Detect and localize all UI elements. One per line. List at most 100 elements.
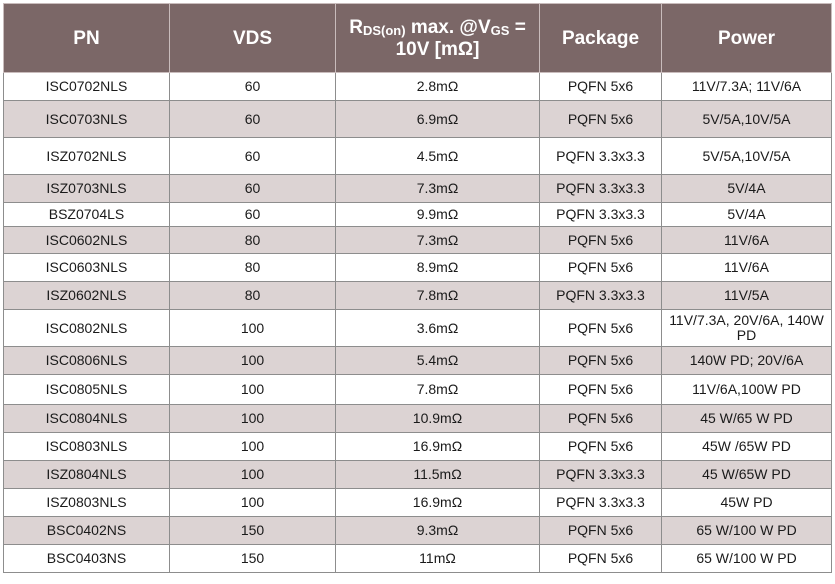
cell-power: 45 W/65W PD — [661, 460, 832, 489]
header-vds: VDS — [169, 3, 336, 73]
cell-pn: ISC0602NLS — [3, 226, 170, 254]
cell-rds: 6.9mΩ — [335, 100, 540, 138]
cell-rds: 7.8mΩ — [335, 281, 540, 310]
cell-rds: 7.3mΩ — [335, 174, 540, 203]
cell-power: 11V/6A — [661, 253, 832, 282]
cell-rds: 11mΩ — [335, 544, 540, 573]
cell-power: 65 W/100 W PD — [661, 544, 832, 573]
header-pn: PN — [3, 3, 170, 73]
cell-rds: 4.5mΩ — [335, 137, 540, 175]
cell-power: 45 W/65 W PD — [661, 404, 832, 433]
cell-pn: ISZ0803NLS — [3, 488, 170, 517]
cell-rds: 7.3mΩ — [335, 226, 540, 254]
table-row: BSZ0704LS 60 9.9mΩ PQFN 3.3x3.3 5V/4A — [3, 202, 832, 227]
cell-power: 5V/4A — [661, 202, 832, 227]
cell-vds: 100 — [169, 309, 336, 347]
cell-vds: 60 — [169, 174, 336, 203]
header-vgs-subscript: GS — [490, 22, 510, 38]
cell-vds: 60 — [169, 72, 336, 101]
table-row: ISC0806NLS 100 5.4mΩ PQFN 5x6 140W PD; 20V/6… — [3, 346, 832, 375]
cell-rds: 2.8mΩ — [335, 72, 540, 101]
cell-pn: BSC0402NS — [3, 516, 170, 545]
cell-pn: ISZ0602NLS — [3, 281, 170, 310]
cell-package: PQFN 5x6 — [539, 432, 662, 461]
cell-power: 140W PD; 20V/6A — [661, 346, 832, 375]
table-row: ISC0802NLS 100 3.6mΩ PQFN 5x6 11V/7.3A, 20V/… — [3, 309, 832, 347]
header-power: Power — [661, 3, 832, 73]
cell-vds: 150 — [169, 544, 336, 573]
header-package: Package — [539, 3, 662, 73]
cell-rds: 9.9mΩ — [335, 202, 540, 227]
cell-pn: ISZ0703NLS — [3, 174, 170, 203]
cell-pn: ISC0802NLS — [3, 309, 170, 347]
cell-package: PQFN 5x6 — [539, 404, 662, 433]
cell-pn: ISC0603NLS — [3, 253, 170, 282]
cell-package: PQFN 3.3x3.3 — [539, 137, 662, 175]
cell-package: PQFN 3.3x3.3 — [539, 202, 662, 227]
header-rds-on: RDS(on) max. @VGS = 10V [mΩ] — [335, 3, 540, 73]
cell-power: 5V/5A,10V/5A — [661, 100, 832, 138]
cell-rds: 9.3mΩ — [335, 516, 540, 545]
cell-rds: 7.8mΩ — [335, 374, 540, 405]
cell-vds: 100 — [169, 432, 336, 461]
cell-vds: 60 — [169, 100, 336, 138]
cell-pn: ISC0805NLS — [3, 374, 170, 405]
cell-power: 11V/6A,100W PD — [661, 374, 832, 405]
cell-package: PQFN 3.3x3.3 — [539, 281, 662, 310]
cell-rds: 10.9mΩ — [335, 404, 540, 433]
cell-package: PQFN 5x6 — [539, 253, 662, 282]
cell-rds: 11.5mΩ — [335, 460, 540, 489]
cell-package: PQFN 5x6 — [539, 100, 662, 138]
table-row: ISZ0804NLS 100 11.5mΩ PQFN 3.3x3.3 45 W/65W … — [3, 460, 832, 489]
cell-package: PQFN 3.3x3.3 — [539, 460, 662, 489]
cell-rds: 8.9mΩ — [335, 253, 540, 282]
cell-package: PQFN 5x6 — [539, 226, 662, 254]
cell-power: 11V/7.3A; 11V/6A — [661, 72, 832, 101]
table-row: ISC0602NLS 80 7.3mΩ PQFN 5x6 11V/6A — [3, 226, 832, 254]
cell-vds: 150 — [169, 516, 336, 545]
table-row: ISC0702NLS 60 2.8mΩ PQFN 5x6 11V/7.3A; 11V/6… — [3, 72, 832, 101]
cell-power: 11V/5A — [661, 281, 832, 310]
cell-vds: 100 — [169, 404, 336, 433]
cell-rds: 5.4mΩ — [335, 346, 540, 375]
cell-pn: BSC0403NS — [3, 544, 170, 573]
cell-power: 65 W/100 W PD — [661, 516, 832, 545]
cell-vds: 80 — [169, 226, 336, 254]
table-row: ISZ0602NLS 80 7.8mΩ PQFN 3.3x3.3 11V/5A — [3, 281, 832, 310]
header-rds-mid: max. @V — [405, 16, 491, 38]
cell-vds: 100 — [169, 460, 336, 489]
table-row: ISC0805NLS 100 7.8mΩ PQFN 5x6 11V/6A,100W PD — [3, 374, 832, 405]
cell-power: 45W /65W PD — [661, 432, 832, 461]
cell-rds: 16.9mΩ — [335, 432, 540, 461]
cell-pn: BSZ0704LS — [3, 202, 170, 227]
cell-pn: ISC0803NLS — [3, 432, 170, 461]
table-row: BSC0402NS 150 9.3mΩ PQFN 5x6 65 W/100 W PD — [3, 516, 832, 545]
table-row: ISC0804NLS 100 10.9mΩ PQFN 5x6 45 W/65 W PD — [3, 404, 832, 433]
cell-power: 11V/6A — [661, 226, 832, 254]
header-rds-subscript: DS(on) — [362, 22, 406, 38]
cell-pn: ISC0806NLS — [3, 346, 170, 375]
cell-rds: 16.9mΩ — [335, 488, 540, 517]
cell-vds: 100 — [169, 488, 336, 517]
cell-power: 5V/5A,10V/5A — [661, 137, 832, 175]
header-row: PN VDS RDS(on) max. @VGS = 10V [mΩ] Pack… — [3, 3, 832, 73]
table-row: ISZ0702NLS 60 4.5mΩ PQFN 3.3x3.3 5V/5A,10V/5… — [3, 137, 832, 175]
cell-vds: 60 — [169, 202, 336, 227]
cell-package: PQFN 5x6 — [539, 309, 662, 347]
cell-pn: ISC0703NLS — [3, 100, 170, 138]
cell-package: PQFN 5x6 — [539, 346, 662, 375]
table-row: ISZ0803NLS 100 16.9mΩ PQFN 3.3x3.3 45W PD — [3, 488, 832, 517]
cell-pn: ISZ0804NLS — [3, 460, 170, 489]
cell-vds: 60 — [169, 137, 336, 175]
cell-package: PQFN 5x6 — [539, 374, 662, 405]
header-rds-end: = 10V [mΩ] — [395, 16, 526, 60]
cell-power: 11V/7.3A, 20V/6A, 140W PD — [661, 309, 832, 347]
mosfet-spec-table: PN VDS RDS(on) max. @VGS = 10V [mΩ] Pack… — [3, 3, 832, 573]
cell-package: PQFN 3.3x3.3 — [539, 174, 662, 203]
table-row: ISC0703NLS 60 6.9mΩ PQFN 5x6 5V/5A,10V/5A — [3, 100, 832, 138]
table-row: BSC0403NS 150 11mΩ PQFN 5x6 65 W/100 W PD — [3, 544, 832, 573]
cell-pn: ISC0702NLS — [3, 72, 170, 101]
table-row: ISC0603NLS 80 8.9mΩ PQFN 5x6 11V/6A — [3, 253, 832, 282]
cell-vds: 80 — [169, 281, 336, 310]
cell-package: PQFN 3.3x3.3 — [539, 488, 662, 517]
